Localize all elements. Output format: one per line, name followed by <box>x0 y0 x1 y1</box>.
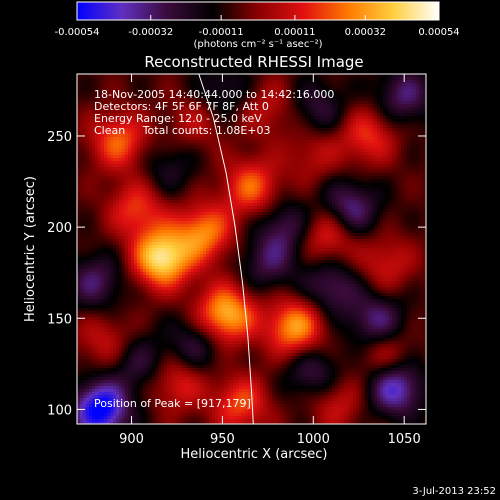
annotation-time: 18-Nov-2005 14:40:44.000 to 14:42:16.000 <box>94 88 334 101</box>
colorbar-tick-label: -0.00032 <box>128 27 173 38</box>
x-tick-label: 1050 <box>388 432 421 447</box>
annotation-energy: Energy Range: 12.0 - 25.0 keV <box>94 112 262 125</box>
colorbar-tick-label: -0.00011 <box>199 27 244 38</box>
annotation-detectors: Detectors: 4F 5F 6F 7F 8F, Att 0 <box>94 100 269 113</box>
chart-title: Reconstructed RHESSI Image <box>144 53 363 71</box>
y-tick-label: 200 <box>47 221 72 236</box>
y-tick-label: 100 <box>47 403 72 418</box>
colorbar-tick-label: 0.00054 <box>418 27 459 38</box>
colorbar-label: (photons cm⁻² s⁻¹ asec⁻²) <box>193 39 322 50</box>
y-axis-ticks: 100 150 200 250 <box>47 130 426 418</box>
timestamp: 3-Jul-2013 23:52 <box>412 486 496 497</box>
annotation-clean: Clean Total counts: 1.08E+03 <box>94 124 271 137</box>
peak-position-label: Position of Peak = [917,179] <box>94 397 251 410</box>
colorbar-ticks: -0.00054 -0.00032 -0.00011 0.00011 0.00032 0.… <box>55 15 460 38</box>
x-tick-label: 1000 <box>297 432 330 447</box>
x-axis-ticks: 900 950 1000 1050 <box>119 74 421 447</box>
y-tick-label: 250 <box>47 130 72 145</box>
colorbar <box>76 1 440 21</box>
plot-frame <box>76 73 427 425</box>
colorbar-tick-label: -0.00054 <box>55 27 100 38</box>
heatmap-image <box>77 74 426 424</box>
x-axis-title: Heliocentric X (arcsec) <box>181 447 328 462</box>
y-axis-title: Heliocentric Y (arcsec) <box>23 176 38 322</box>
y-tick-label: 150 <box>47 312 72 327</box>
x-tick-label: 900 <box>119 432 144 447</box>
colorbar-tick-label: 0.00011 <box>274 27 315 38</box>
solar-limb-curve <box>198 74 254 424</box>
colorbar-tick-label: 0.00032 <box>345 27 386 38</box>
x-tick-label: 950 <box>210 432 235 447</box>
